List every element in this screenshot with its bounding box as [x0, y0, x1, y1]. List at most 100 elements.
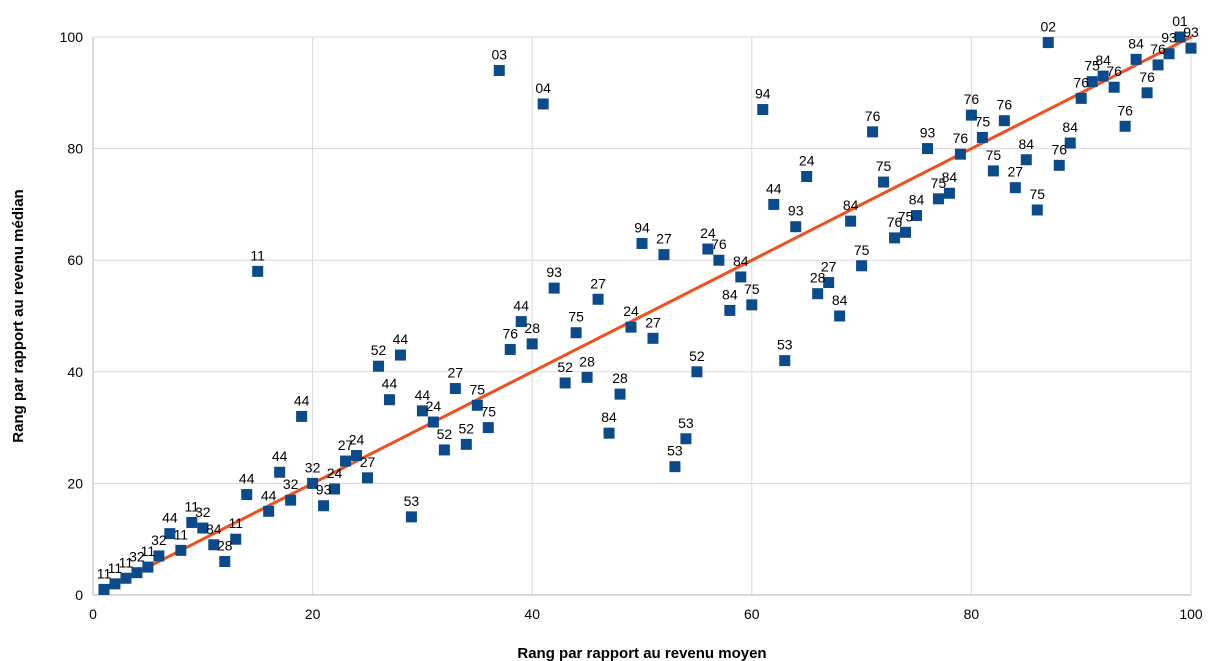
data-point	[405, 511, 417, 523]
data-label: 24	[327, 465, 343, 481]
data-point	[647, 332, 659, 344]
data-point	[1031, 204, 1043, 216]
data-point	[757, 104, 769, 116]
x-tick-label: 20	[305, 606, 321, 622]
data-point	[911, 210, 922, 222]
data-point	[515, 316, 527, 328]
data-label: 27	[1008, 164, 1024, 180]
data-point	[1108, 81, 1120, 93]
data-label: 76	[1150, 41, 1166, 57]
data-point	[164, 528, 176, 540]
data-label: 84	[1019, 136, 1035, 152]
data-point	[329, 483, 341, 495]
data-point	[1097, 70, 1109, 82]
data-point	[142, 561, 154, 573]
data-label: 24	[426, 398, 442, 414]
data-label: 93	[920, 125, 936, 141]
data-point	[548, 282, 560, 294]
y-tick-label: 80	[67, 141, 83, 157]
data-point	[680, 433, 692, 445]
data-label: 75	[568, 309, 584, 325]
data-label: 76	[711, 236, 727, 252]
data-label: 75	[898, 208, 914, 224]
data-label: 84	[206, 521, 222, 537]
data-point	[493, 64, 505, 76]
data-label: 75	[1029, 186, 1045, 202]
data-label: 32	[305, 459, 321, 475]
data-point	[153, 550, 165, 562]
data-point	[954, 148, 966, 160]
data-point	[801, 171, 813, 182]
data-label: 11	[97, 565, 112, 581]
data-label: 27	[448, 365, 464, 381]
data-point	[1141, 87, 1153, 99]
trendline-group	[146, 35, 1193, 569]
data-label: 75	[975, 113, 991, 129]
data-point	[526, 338, 538, 350]
data-points	[98, 31, 1197, 595]
data-point	[1163, 48, 1175, 60]
data-point	[856, 260, 868, 272]
data-point	[394, 349, 406, 361]
data-label: 52	[371, 342, 387, 358]
data-label: 32	[129, 549, 145, 565]
data-label: 93	[316, 482, 332, 498]
data-label: 11	[185, 498, 200, 514]
x-tick-label: 40	[524, 606, 540, 622]
data-label: 11	[141, 543, 156, 559]
data-point	[691, 366, 703, 378]
data-label: 76	[997, 97, 1013, 113]
data-point	[713, 254, 725, 266]
y-tick-label: 60	[67, 252, 83, 268]
data-point	[878, 176, 890, 188]
data-point	[438, 444, 450, 456]
data-label: 11	[174, 526, 189, 542]
data-label: 53	[404, 493, 420, 509]
data-point	[779, 355, 791, 367]
data-label: 52	[557, 359, 573, 375]
x-tick-label: 0	[89, 606, 97, 622]
data-point	[1119, 120, 1131, 132]
data-point	[900, 226, 912, 238]
data-label: 11	[228, 515, 243, 531]
data-point	[1152, 59, 1164, 71]
data-label: 75	[480, 404, 496, 420]
data-point	[976, 131, 988, 143]
data-point	[834, 310, 846, 322]
data-label: 76	[1139, 69, 1155, 85]
data-label: 03	[491, 46, 507, 62]
y-tick-label: 0	[75, 587, 83, 603]
data-label: 44	[272, 448, 288, 464]
data-label: 93	[546, 264, 562, 280]
x-axis-title: Rang par rapport au revenu moyen	[517, 645, 766, 661]
data-point	[768, 198, 780, 210]
data-point	[1064, 137, 1076, 149]
data-label: 28	[217, 538, 233, 554]
data-point	[1042, 37, 1054, 49]
data-point	[362, 472, 373, 484]
data-point	[208, 539, 220, 551]
data-point	[131, 567, 143, 579]
data-point	[625, 321, 637, 333]
data-label: 32	[151, 532, 167, 548]
data-point	[471, 399, 483, 411]
data-point	[120, 572, 132, 584]
data-label: 84	[832, 292, 848, 308]
data-label: 76	[887, 214, 903, 230]
data-label: 44	[393, 331, 409, 347]
data-label: 28	[612, 370, 628, 386]
data-label: 28	[579, 353, 595, 369]
data-point	[943, 187, 955, 199]
data-label: 44	[162, 510, 178, 526]
data-label: 44	[766, 180, 782, 196]
data-label: 32	[195, 504, 211, 520]
data-point	[449, 383, 461, 395]
data-label: 11	[250, 247, 265, 263]
data-point	[812, 288, 824, 300]
data-label: 94	[634, 219, 650, 235]
data-point	[263, 505, 275, 517]
data-label: 11	[119, 554, 134, 570]
data-point	[746, 299, 758, 311]
